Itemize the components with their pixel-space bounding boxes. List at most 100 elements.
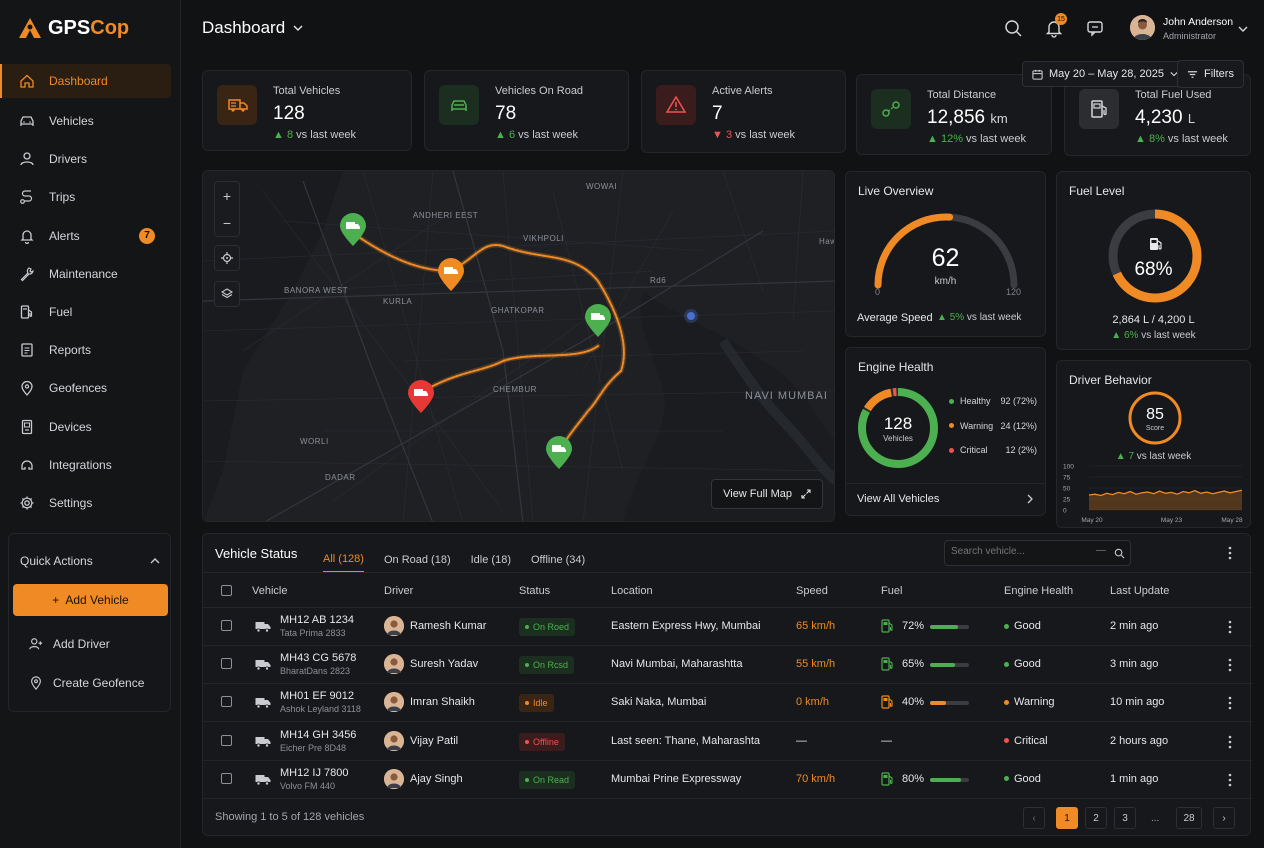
table-row[interactable]: MH01 EF 9012 Ashok Leyland 3118 Imran Shai… — [203, 684, 1252, 723]
chevron-up-icon — [150, 558, 160, 564]
expand-icon — [801, 489, 811, 499]
vehicle-marker-green[interactable] — [339, 213, 367, 247]
active-alerts-icon-box — [656, 85, 696, 125]
sidebar-item-vehicles[interactable]: Vehicles — [0, 102, 181, 140]
brand-name-part-1: GPS — [48, 16, 91, 39]
pagination-page-2[interactable]: 2 — [1085, 807, 1107, 829]
view-full-map-button[interactable]: View Full Map — [711, 479, 823, 509]
locate-button[interactable] — [214, 245, 240, 271]
legend-label: Warning — [960, 420, 994, 431]
tab-idle[interactable]: Idle (18) — [470, 553, 511, 566]
view-all-vehicles-link[interactable]: View All Vehicles — [857, 493, 1034, 505]
sidebar-item-trips[interactable]: Trips — [0, 178, 181, 216]
sidebar-item-label: Dashboard — [49, 74, 108, 88]
vehicle-marker-green[interactable] — [545, 436, 573, 470]
live-map[interactable]: WOWAI ANDHERI EEST VIKHPOLI Haw BANORA WEST K… — [202, 170, 835, 522]
sidebar-item-devices[interactable]: Devices — [0, 408, 181, 446]
sidebar-item-settings[interactable]: Settings — [0, 484, 181, 522]
row-menu-icon[interactable] — [1228, 696, 1232, 710]
create-geofence-button[interactable]: Create Geofence — [29, 676, 144, 690]
add-vehicle-button[interactable]: + Add Vehicle — [13, 584, 168, 616]
page-title-dropdown[interactable]: Dashboard — [202, 18, 303, 38]
row-menu-icon[interactable] — [1228, 658, 1232, 672]
user-menu-chevron-icon[interactable] — [1238, 24, 1248, 34]
arrow-up-icon: ▲ — [495, 129, 509, 141]
active-alerts-card[interactable]: Active Alerts 7 ▼ 3 vs last week — [641, 70, 846, 153]
pagination-next-button[interactable]: › — [1213, 807, 1235, 829]
total-vehicles-card[interactable]: Total Vehicles 128 ▲ 8 vs last week — [202, 70, 412, 151]
logo-icon — [19, 18, 41, 38]
select-all-checkbox[interactable] — [221, 585, 232, 596]
vehicle-marker-orange[interactable] — [437, 258, 465, 292]
pagination-page-28[interactable]: 28 — [1176, 807, 1202, 829]
sidebar-item-geofences[interactable]: Geofences — [0, 369, 181, 407]
vehicle-marker-red[interactable] — [407, 380, 435, 414]
add-driver-button[interactable]: Add Driver — [29, 637, 110, 651]
map-place-label: WOWAI — [586, 182, 618, 191]
row-checkbox[interactable] — [221, 734, 232, 746]
user-name: John Anderson — [1163, 16, 1234, 28]
row-checkbox[interactable] — [221, 658, 232, 670]
engine-health-legend-critical: Critical 12 (2%) — [949, 445, 1037, 455]
pagination-prev-button[interactable]: ‹ — [1023, 807, 1045, 829]
pagination-page-1[interactable]: 1 — [1056, 807, 1078, 829]
zoom-out-icon[interactable]: − — [222, 214, 232, 231]
tab-offline[interactable]: Offline (34) — [530, 553, 586, 566]
arrow-up-icon: ▲ — [273, 129, 287, 141]
zoom-in-icon[interactable]: + — [222, 187, 232, 204]
sidebar-item-fuel[interactable]: Fuel — [0, 293, 181, 331]
sidebar-item-alerts[interactable]: Alerts 7 — [0, 217, 181, 255]
vehicle-search-input[interactable] — [951, 546, 1091, 557]
pagination-page-3[interactable]: 3 — [1114, 807, 1136, 829]
row-menu-icon[interactable] — [1228, 735, 1232, 749]
gauge-min-label: 0 — [875, 287, 881, 297]
chat-icon[interactable] — [1085, 18, 1105, 38]
y-tick-label: 0 — [1063, 508, 1067, 515]
total-fuel-used-value: 4,230 L — [1135, 107, 1195, 129]
filters-button[interactable]: Filters — [1177, 60, 1244, 88]
search-icon[interactable] — [1114, 548, 1125, 559]
driver-score-ring — [1128, 391, 1182, 445]
last-update: 2 min ago — [1110, 620, 1159, 632]
date-range-picker[interactable]: May 20 – May 28, 2025 — [1022, 61, 1188, 87]
user-avatar[interactable] — [1130, 15, 1155, 40]
vehicles-on-road-card[interactable]: Vehicles On Road 78 ▲ 6 vs last week — [424, 70, 629, 151]
legend-label: Critical — [960, 445, 988, 455]
fuel-level-title: Fuel Level — [1069, 184, 1125, 198]
row-checkbox[interactable] — [221, 696, 232, 708]
quick-actions-header[interactable]: Quick Actions — [20, 554, 160, 568]
tab-all[interactable]: All (128) — [323, 546, 364, 573]
table-row[interactable]: MH43 CG 5678 BharatDans 2823 Suresh Yadav O… — [203, 646, 1252, 685]
table-row[interactable]: MH12 AB 1234 Tata Prima 2833 Ramesh Kumar O… — [203, 608, 1252, 646]
table-row[interactable]: MH12 IJ 7800 Volvo FM 440 Ajay Singh On Rea… — [203, 761, 1252, 799]
filter-icon — [1187, 70, 1198, 78]
fuel-bar-fill — [930, 663, 956, 668]
search-icon[interactable] — [1003, 18, 1023, 38]
row-menu-icon[interactable] — [1228, 620, 1232, 634]
row-checkbox[interactable] — [221, 620, 232, 631]
engine-health-legend-healthy: Healthy 92 (72%) — [949, 396, 1037, 406]
add-vehicle-label: Add Vehicle — [65, 593, 129, 607]
sidebar-item-maintenance[interactable]: Maintenance — [0, 255, 181, 293]
vehicle-cell: MH12 AB 1234 Tata Prima 2833 — [280, 614, 354, 638]
clear-search-icon[interactable]: — — [1096, 545, 1106, 556]
vehicles-on-road-change-text: vs last week — [518, 129, 579, 141]
row-checkbox[interactable] — [221, 772, 232, 784]
live-overview-panel: Live Overview 62 km/h 0 120 Average Spee… — [845, 171, 1046, 337]
sidebar-item-integrations[interactable]: Integrations — [0, 446, 181, 484]
engine-health: Warning — [1004, 696, 1055, 708]
layers-icon — [221, 288, 233, 299]
vehicle-marker-green[interactable] — [584, 304, 612, 338]
table-row[interactable]: MH14 GH 3456 Eicher Pre 8D48 Vijay Patil Of… — [203, 723, 1252, 761]
row-menu-icon[interactable] — [1228, 773, 1232, 787]
layers-button[interactable] — [214, 281, 240, 307]
sidebar-item-drivers[interactable]: Drivers — [0, 140, 181, 178]
total-distance-card[interactable]: Total Distance 12,856 km ▲ 12% vs last wee… — [856, 74, 1052, 155]
sidebar-item-dashboard[interactable]: Dashboard — [0, 64, 171, 98]
sidebar-item-reports[interactable]: Reports — [0, 331, 181, 369]
tab-on-road[interactable]: On Road (18) — [383, 553, 451, 566]
locate-icon — [221, 252, 233, 264]
fuel-level-panel: Fuel Level 68% 2,864 L / 4,200 L ▲ 6% vs… — [1056, 171, 1251, 350]
brand-logo[interactable]: GPSCop — [18, 16, 129, 40]
table-menu-icon[interactable] — [1228, 546, 1232, 560]
